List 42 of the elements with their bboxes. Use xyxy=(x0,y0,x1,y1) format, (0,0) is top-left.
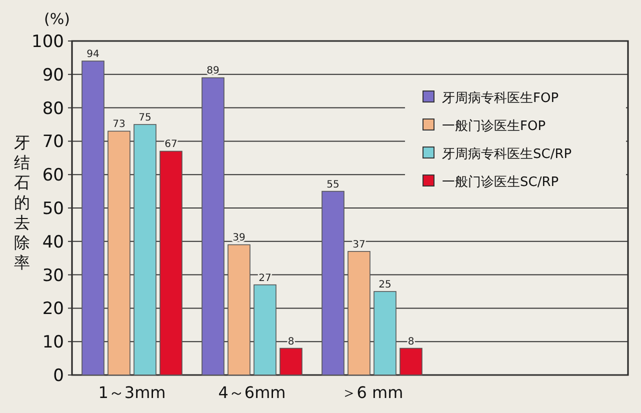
bar xyxy=(348,251,370,376)
data-label: 89 xyxy=(206,66,220,77)
bar xyxy=(202,77,224,376)
data-label: 39 xyxy=(232,232,246,244)
legend-label: 一般门诊医生FOP xyxy=(442,118,546,134)
bar xyxy=(254,284,276,376)
legend-label: 牙周病专科医生SC/RP xyxy=(442,147,572,162)
y-axis-title: 牙结石的去除率 xyxy=(14,133,30,272)
bar xyxy=(400,348,422,376)
bar xyxy=(160,150,182,376)
data-label: 75 xyxy=(138,112,152,124)
data-label: 27 xyxy=(258,272,272,284)
data-label: 55 xyxy=(326,179,340,190)
bar xyxy=(322,190,344,376)
bar xyxy=(134,124,156,376)
data-label: 94 xyxy=(86,49,100,60)
y-tick-label: 70 xyxy=(42,132,64,152)
bar xyxy=(228,244,250,376)
y-tick-label: 30 xyxy=(42,266,64,286)
data-label: 37 xyxy=(352,239,366,250)
data-label: 25 xyxy=(378,280,392,290)
data-label: 67 xyxy=(164,139,178,150)
y-tick-label: 0 xyxy=(53,366,64,386)
y-tick-label: 50 xyxy=(42,199,64,219)
text: (%) xyxy=(44,10,70,28)
bar xyxy=(82,60,104,376)
legend-label: 一般门诊医生SC/RP xyxy=(442,174,559,190)
y-tick-label: 90 xyxy=(42,65,64,86)
x-tick-label: 1～3mm xyxy=(98,383,166,402)
legend-label: 牙周病专科医生FOP xyxy=(442,91,559,106)
y-tick-label: 40 xyxy=(42,232,64,252)
data-label: 73 xyxy=(112,119,126,130)
y-tick-label: 10 xyxy=(42,332,64,353)
y-tick-label: 20 xyxy=(42,299,64,320)
x-tick-label: 4～6mm xyxy=(218,383,286,402)
y-tick-label: 60 xyxy=(42,166,64,186)
bar xyxy=(374,291,396,376)
bar xyxy=(108,130,130,376)
x-tick-label: ＞6 mm xyxy=(340,383,404,402)
y-tick-label: 100 xyxy=(32,32,64,52)
bar xyxy=(280,348,302,376)
y-tick-label: 80 xyxy=(42,98,64,119)
